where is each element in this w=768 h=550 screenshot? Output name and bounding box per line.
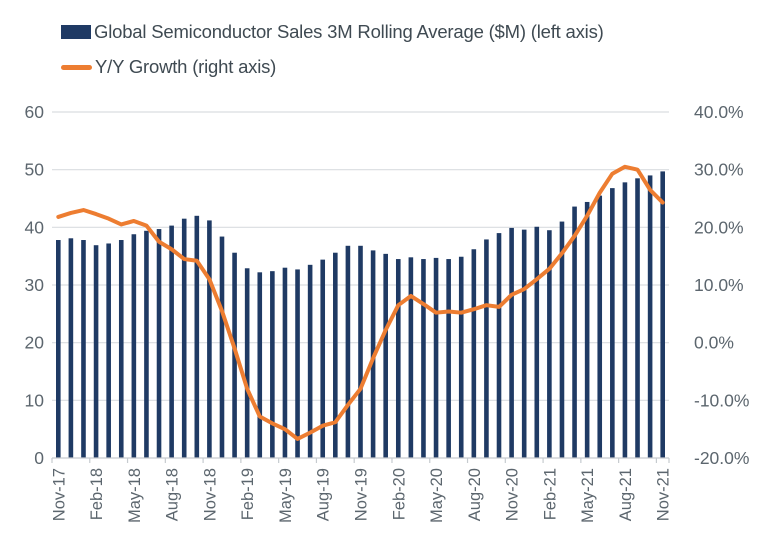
- x-axis-label: Nov-18: [201, 468, 219, 521]
- sales-bar: [635, 178, 640, 458]
- right-axis-label: 20.0%: [694, 217, 744, 237]
- sales-bar: [282, 267, 288, 458]
- sales-bar: [458, 256, 464, 458]
- x-axis-label: May-21: [579, 468, 597, 523]
- x-axis-label: Feb-18: [88, 468, 106, 520]
- right-axis-label: 30.0%: [694, 160, 744, 180]
- x-axis-label: Nov-17: [50, 468, 68, 521]
- sales-bar: [584, 201, 590, 458]
- sales-series-label: Global Semiconductor Sales 3M Rolling Av…: [94, 21, 604, 42]
- x-axis-label: Feb-20: [390, 468, 408, 520]
- sales-bar: [597, 195, 603, 458]
- sales-bar: [131, 234, 137, 458]
- sales-bar: [521, 229, 527, 458]
- sales-bar: [219, 236, 225, 458]
- sales-series-swatch-icon: [61, 25, 91, 39]
- left-axis-label: 0: [34, 448, 44, 468]
- sales-bar: [509, 227, 514, 458]
- legend-row-growth: Y/Y Growth (right axis): [61, 52, 604, 82]
- sales-bar: [622, 182, 628, 458]
- sales-bar: [144, 230, 149, 458]
- right-axis-label: 10.0%: [694, 275, 744, 295]
- sales-bar: [484, 239, 489, 458]
- x-axis-label: Aug-20: [466, 468, 484, 521]
- sales-bar: [244, 268, 250, 458]
- sales-bar: [307, 264, 313, 458]
- x-axis-label: Feb-21: [541, 468, 559, 520]
- sales-bar: [106, 243, 111, 458]
- sales-bar: [471, 249, 477, 458]
- sales-bar: [295, 269, 300, 458]
- right-axis-label: 0.0%: [694, 333, 734, 353]
- left-axis-label: 20: [25, 333, 45, 353]
- sales-bar: [421, 259, 426, 458]
- left-axis-label: 40: [25, 217, 45, 237]
- x-axis-label: Nov-19: [353, 468, 371, 521]
- sales-bar: [534, 226, 540, 458]
- sales-bar: [194, 215, 200, 458]
- x-axis-label: Aug-21: [617, 468, 635, 521]
- sales-bar: [68, 238, 74, 458]
- sales-bar: [660, 171, 665, 458]
- growth-series-swatch-icon: [61, 64, 92, 70]
- right-axis-label: -20.0%: [694, 448, 749, 468]
- chart-legend: Global Semiconductor Sales 3M Rolling Av…: [61, 17, 604, 87]
- left-axis-label: 60: [25, 102, 45, 122]
- sales-bar: [181, 218, 187, 458]
- left-axis-label: 10: [25, 390, 45, 410]
- right-axis-label: 40.0%: [694, 102, 744, 122]
- x-axis-label: Aug-18: [164, 468, 182, 521]
- sales-bar: [207, 220, 212, 458]
- sales-bar: [257, 272, 263, 458]
- sales-bar: [408, 257, 414, 458]
- sales-bar: [358, 245, 363, 458]
- x-axis-label: May-19: [277, 468, 295, 523]
- sales-bar: [496, 233, 502, 458]
- growth-line: [56, 164, 665, 441]
- sales-bar: [333, 252, 338, 458]
- sales-bar: [118, 240, 124, 458]
- sales-bar: [572, 206, 577, 458]
- sales-bar: [446, 259, 451, 458]
- sales-bar: [395, 259, 401, 458]
- sales-bar: [270, 271, 275, 458]
- sales-bar: [56, 240, 61, 458]
- sales-bar: [81, 240, 86, 458]
- sales-bar: [93, 245, 99, 458]
- sales-bar: [156, 229, 162, 458]
- sales-bar: [383, 253, 388, 458]
- sales-bar: [345, 245, 351, 458]
- growth-series-label: Y/Y Growth (right axis): [95, 56, 277, 77]
- x-axis-label: Nov-20: [504, 468, 522, 521]
- x-axis-label: May-20: [428, 468, 446, 523]
- sales-bar: [169, 225, 174, 458]
- sales-bar: [320, 259, 326, 458]
- sales-bar: [547, 230, 552, 458]
- x-axis-label: Nov-21: [655, 468, 673, 521]
- right-axis-label: -10.0%: [694, 390, 749, 410]
- left-axis-label: 50: [25, 160, 45, 180]
- sales-bar: [433, 257, 439, 458]
- sales-bar: [559, 221, 565, 458]
- x-axis-label: Aug-19: [315, 468, 333, 521]
- x-axis-label: May-18: [126, 468, 144, 523]
- legend-row-sales: Global Semiconductor Sales 3M Rolling Av…: [61, 17, 604, 47]
- sales-bar: [610, 188, 615, 458]
- sales-bar: [647, 175, 653, 458]
- sales-bar: [232, 252, 237, 458]
- left-axis-label: 30: [25, 275, 45, 295]
- x-axis-label: Feb-19: [239, 468, 257, 520]
